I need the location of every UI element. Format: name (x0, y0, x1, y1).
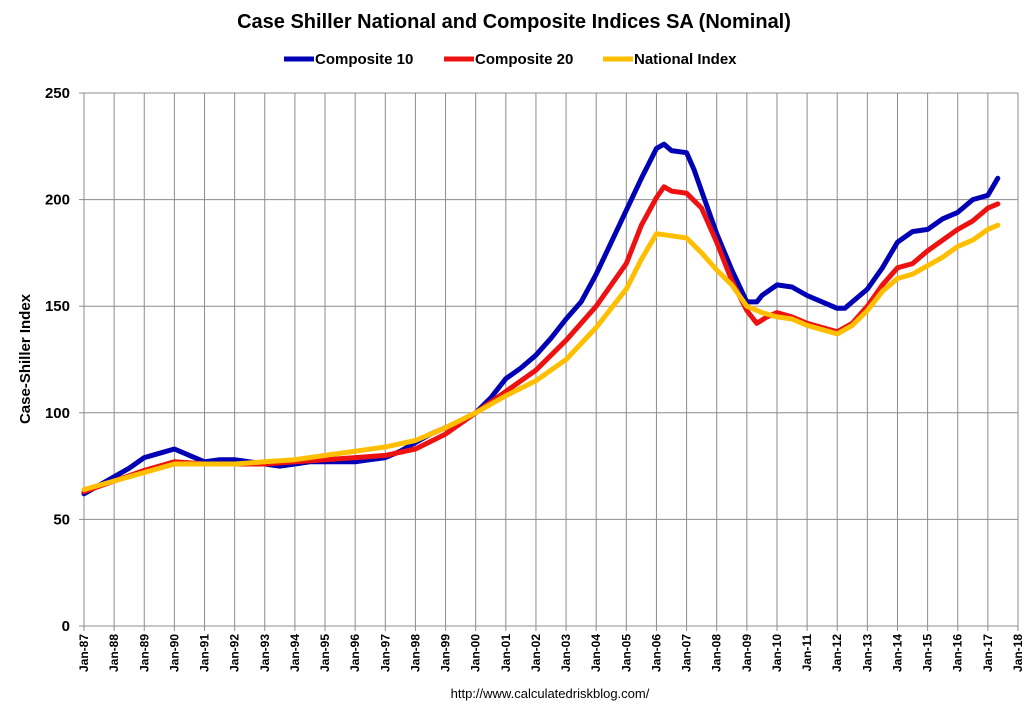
x-tick-label: Jan-89 (137, 634, 151, 672)
series-line-national-index (81, 222, 1001, 493)
x-tick-label: Jan-16 (951, 634, 965, 672)
y-tick-label: 0 (62, 618, 70, 635)
x-tick-label: Jan-05 (619, 634, 633, 672)
grid-layer (83, 92, 1019, 627)
x-tick-label: Jan-18 (1011, 634, 1025, 672)
legend-label: Composite 20 (475, 51, 573, 68)
x-tick-label: Jan-91 (198, 634, 212, 672)
y-tick-label: 100 (45, 405, 70, 422)
x-tick-label: Jan-17 (981, 634, 995, 672)
x-tick-label: Jan-94 (288, 634, 302, 672)
x-tick-label: Jan-92 (228, 634, 242, 672)
x-axis-ticks: Jan-87 Jan-88 Jan-89 Jan-90 Jan-91 Jan-92 Jan-… (77, 634, 1025, 672)
series-layer (81, 141, 1001, 497)
x-tick-label: Jan-95 (318, 634, 332, 672)
x-tick-label: Jan-06 (649, 634, 663, 672)
x-tick-label: Jan-13 (860, 634, 874, 672)
x-tick-label: Jan-88 (107, 634, 121, 672)
x-tick-label: Jan-96 (348, 634, 362, 672)
x-tick-label: Jan-90 (167, 634, 181, 672)
legend-label: National Index (634, 51, 737, 68)
legend-item-composite-10: Composite 10 (284, 51, 413, 68)
y-tick-label: 200 (45, 192, 70, 209)
x-tick-label: Jan-15 (921, 634, 935, 672)
chart-title: Case Shiller National and Composite Indi… (237, 11, 791, 33)
x-tick-label: Jan-08 (710, 634, 724, 672)
x-tick-label: Jan-04 (589, 634, 603, 672)
legend-item-national-index: National Index (603, 51, 737, 68)
legend-item-composite-20: Composite 20 (444, 51, 573, 68)
y-tick-label: 150 (45, 298, 70, 315)
y-tick-label: 250 (45, 85, 70, 102)
y-tick-label: 50 (53, 511, 70, 528)
x-tick-label: Jan-14 (890, 634, 904, 672)
x-tick-label: Jan-99 (439, 634, 453, 672)
source-url: http://www.calculatedriskblog.com/ (451, 686, 650, 701)
x-tick-label: Jan-97 (378, 634, 392, 672)
y-axis-label: Case-Shiller Index (17, 293, 34, 424)
x-tick-label: Jan-93 (258, 634, 272, 672)
x-tick-label: Jan-01 (499, 634, 513, 672)
x-tick-label: Jan-11 (800, 634, 814, 672)
y-axis-ticks: 0 50 100 150 200 250 (45, 85, 70, 635)
x-tick-label: Jan-98 (408, 634, 422, 672)
x-tick-label: Jan-87 (77, 634, 91, 672)
x-tick-label: Jan-09 (740, 634, 754, 672)
x-tick-label: Jan-02 (529, 634, 543, 672)
x-tick-label: Jan-03 (559, 634, 573, 672)
x-tick-label: Jan-07 (680, 634, 694, 672)
axes-layer (79, 92, 1019, 631)
legend-label: Composite 10 (315, 51, 413, 68)
chart-legend: Composite 10 Composite 20 National Index (284, 51, 737, 68)
x-tick-label: Jan-12 (830, 634, 844, 672)
series-line-composite-20 (81, 184, 1001, 495)
x-tick-label: Jan-10 (770, 634, 784, 672)
x-tick-label: Jan-00 (469, 634, 483, 672)
